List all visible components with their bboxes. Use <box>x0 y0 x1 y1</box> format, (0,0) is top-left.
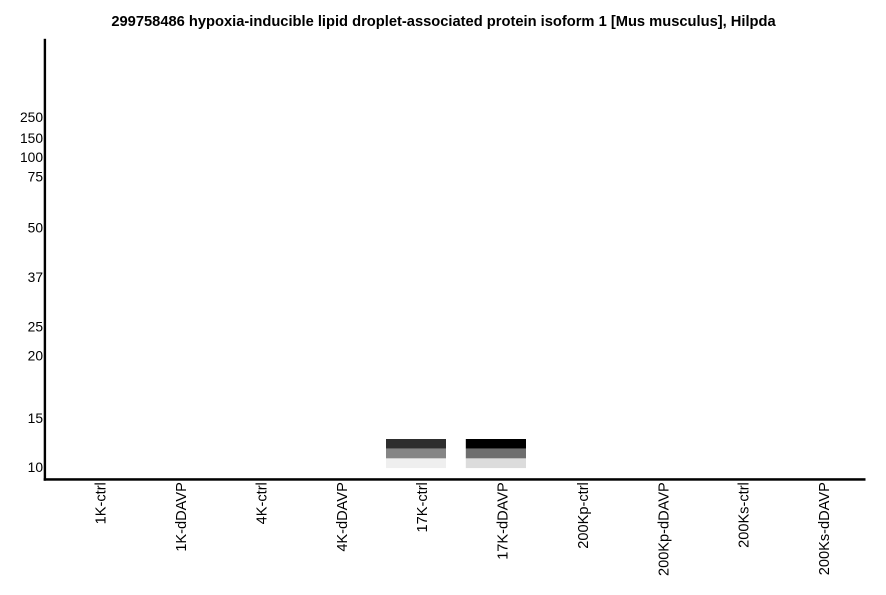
svg-text:25: 25 <box>28 320 44 335</box>
svg-text:1K-dDAVP: 1K-dDAVP <box>174 482 190 551</box>
svg-text:299758486 hypoxia-inducible li: 299758486 hypoxia-inducible lipid drople… <box>111 14 776 30</box>
svg-text:200Ks-ctrl: 200Ks-ctrl <box>737 482 753 548</box>
svg-text:15: 15 <box>28 411 44 426</box>
svg-text:37: 37 <box>28 270 43 285</box>
svg-text:4K-ctrl: 4K-ctrl <box>254 482 270 524</box>
svg-text:17K-ctrl: 17K-ctrl <box>415 482 431 532</box>
svg-text:200Kp-dDAVP: 200Kp-dDAVP <box>656 482 672 576</box>
svg-text:75: 75 <box>28 170 44 185</box>
svg-text:200Ks-dDAVP: 200Ks-dDAVP <box>817 482 833 575</box>
svg-text:1K-ctrl: 1K-ctrl <box>94 482 110 524</box>
svg-text:200Kp-ctrl: 200Kp-ctrl <box>576 482 592 549</box>
svg-text:50: 50 <box>28 221 44 236</box>
svg-text:250: 250 <box>20 110 43 125</box>
svg-text:10: 10 <box>28 460 44 475</box>
svg-text:20: 20 <box>28 349 44 364</box>
svg-text:150: 150 <box>20 131 43 146</box>
svg-text:17K-dDAVP: 17K-dDAVP <box>496 482 512 560</box>
svg-text:4K-dDAVP: 4K-dDAVP <box>335 482 351 551</box>
svg-text:100: 100 <box>20 150 43 165</box>
